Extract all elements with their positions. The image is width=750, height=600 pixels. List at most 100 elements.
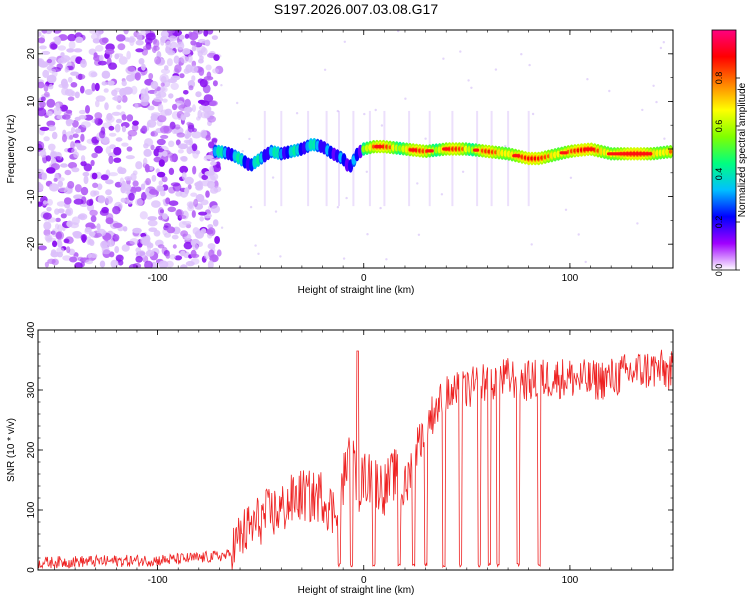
noise-blob	[195, 91, 202, 98]
noise-blob	[77, 73, 83, 81]
ridge-streak	[490, 110, 493, 207]
noise-blob	[66, 48, 74, 53]
noise-blob	[90, 33, 100, 40]
noise-dot	[528, 63, 531, 67]
noise-blob	[94, 82, 100, 92]
noise-blob	[111, 89, 118, 97]
noise-dot	[345, 196, 348, 200]
noise-blob	[109, 132, 117, 137]
noise-blob	[42, 212, 52, 220]
noise-blob	[142, 45, 152, 51]
noise-blob	[60, 163, 68, 168]
noise-blob	[93, 117, 99, 124]
noise-blob	[197, 99, 206, 104]
ridge-core	[584, 147, 595, 151]
noise-blob	[95, 95, 106, 102]
noise-blob	[89, 30, 100, 34]
noise-blob	[173, 55, 180, 64]
noise-blob	[167, 50, 176, 56]
noise-blob	[121, 244, 130, 252]
noise-blob	[199, 216, 204, 222]
noise-blob	[114, 246, 120, 254]
noise-blob	[144, 138, 154, 147]
noise-blob	[85, 105, 90, 114]
noise-blob	[165, 197, 171, 205]
y-tick-label: 300	[26, 381, 37, 398]
noise-blob	[70, 141, 75, 150]
noise-dot	[584, 260, 587, 264]
noise-blob	[172, 103, 178, 111]
noise-blob	[199, 105, 207, 111]
noise-blob	[63, 238, 70, 244]
noise-blob	[168, 200, 179, 206]
noise-blob	[68, 40, 76, 50]
noise-blob	[105, 195, 113, 205]
noise-blob	[44, 261, 50, 268]
noise-dot	[520, 53, 523, 56]
ridge-streak	[451, 110, 454, 207]
noise-blob	[156, 138, 166, 146]
noise-dot	[249, 205, 253, 209]
noise-blob	[39, 45, 47, 50]
noise-blob	[171, 234, 179, 240]
noise-blob	[178, 34, 185, 40]
noise-blob	[108, 155, 114, 165]
noise-blob	[105, 179, 114, 185]
noise-dot	[404, 97, 407, 100]
noise-blob	[107, 239, 115, 247]
noise-blob	[47, 125, 56, 132]
noise-blob	[50, 251, 59, 258]
noise-dot	[271, 176, 275, 179]
noise-blob	[73, 194, 83, 200]
noise-dot	[662, 41, 665, 44]
noise-dot	[655, 100, 658, 104]
noise-dot	[397, 30, 400, 33]
noise-blob	[190, 249, 197, 258]
noise-blob	[138, 58, 145, 65]
noise-blob	[60, 213, 67, 219]
noise-blob	[64, 197, 72, 205]
snr-background	[38, 330, 673, 570]
noise-blob	[114, 123, 121, 133]
noise-blob	[101, 70, 111, 79]
noise-dot	[379, 206, 382, 210]
noise-blob	[150, 144, 155, 151]
y-tick-label: 400	[26, 321, 37, 338]
noise-blob	[75, 36, 84, 43]
noise-blob	[206, 229, 214, 235]
spectrogram-y-label: Frequency (Hz)	[6, 115, 17, 184]
noise-blob	[184, 98, 191, 108]
noise-blob	[47, 258, 56, 264]
noise-blob	[112, 234, 120, 242]
noise-blob	[168, 140, 175, 148]
noise-blob	[135, 48, 144, 53]
snr-y-axis: 0 100 200 300 400	[26, 321, 673, 573]
colorbar-tick-label: 0.8	[714, 72, 724, 85]
noise-blob	[115, 254, 124, 262]
noise-blob	[180, 230, 189, 237]
noise-blob	[66, 220, 73, 228]
noise-blob	[56, 247, 65, 254]
noise-blob	[50, 43, 58, 50]
noise-blob	[160, 68, 171, 75]
noise-dot	[564, 208, 568, 211]
noise-blob	[160, 38, 165, 46]
noise-blob	[158, 159, 165, 167]
noise-dot	[236, 101, 239, 105]
noise-blob	[125, 155, 135, 160]
noise-blob	[194, 230, 205, 239]
noise-blob	[57, 45, 67, 51]
noise-blob	[63, 111, 73, 117]
noise-blob	[135, 198, 144, 206]
noise-blob	[73, 48, 83, 53]
noise-blob	[42, 69, 50, 78]
noise-blob	[38, 183, 44, 192]
noise-blob	[214, 236, 221, 244]
noise-blob	[121, 125, 127, 133]
noise-blob	[191, 210, 196, 218]
noise-blob	[148, 73, 154, 80]
noise-blob	[67, 76, 73, 83]
noise-blob	[124, 176, 133, 181]
noise-dot	[424, 137, 427, 140]
ridge-core	[512, 154, 521, 158]
